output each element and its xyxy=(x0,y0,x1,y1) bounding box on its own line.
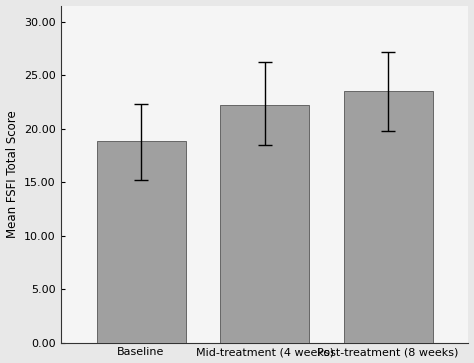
Bar xyxy=(220,105,309,343)
Bar xyxy=(344,91,433,343)
Bar xyxy=(97,142,185,343)
Y-axis label: Mean FSFI Total Score: Mean FSFI Total Score xyxy=(6,110,18,238)
